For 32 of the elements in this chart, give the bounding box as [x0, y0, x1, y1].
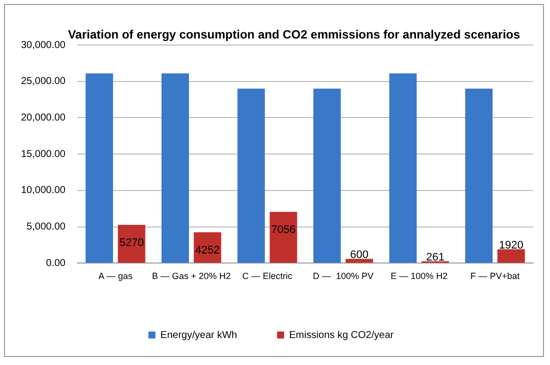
data-label: 7056: [271, 224, 296, 236]
bar: [497, 249, 525, 263]
x-tick-label: D — 100% PV: [312, 271, 374, 282]
y-tick-label: 30,000.00: [20, 40, 66, 51]
x-tick-label: E — 100% H2: [390, 271, 448, 282]
bar: [270, 212, 298, 263]
bar: [389, 73, 417, 263]
bar: [162, 73, 189, 263]
legend-label: Emissions kg CO2/year: [289, 330, 394, 341]
bar: [86, 73, 114, 263]
y-tick-label: 25,000.00: [20, 76, 66, 88]
y-tick-label: 15,000.00: [20, 148, 66, 160]
data-label: 600: [350, 248, 369, 261]
y-tick-label: 20,000.00: [20, 112, 66, 124]
chart-title: Variation of energy consumption and CO2 emmissions for annalyzed scenarios: [68, 27, 520, 42]
data-label: 1920: [498, 239, 524, 252]
x-tick-label: A — gas: [98, 271, 133, 282]
bar: [237, 88, 265, 263]
x-tick-label: B — Gas + 20% H2: [152, 271, 231, 282]
bar: [313, 88, 341, 263]
data-label: 5270: [119, 236, 144, 249]
x-tick-label: C — Electric: [242, 271, 293, 282]
bar: [346, 258, 374, 263]
y-tick-label: 5,000.00: [26, 222, 66, 233]
y-tick-label: 10,000.00: [20, 185, 66, 196]
data-label: 4252: [195, 244, 220, 256]
x-tick-label: F — PV+bat: [470, 271, 520, 282]
bar: [465, 88, 493, 263]
legend-label: Energy/year kWh: [160, 330, 238, 341]
y-tick-label: 0.00: [46, 258, 66, 269]
bar: [118, 224, 146, 263]
data-label: 261: [426, 251, 444, 264]
